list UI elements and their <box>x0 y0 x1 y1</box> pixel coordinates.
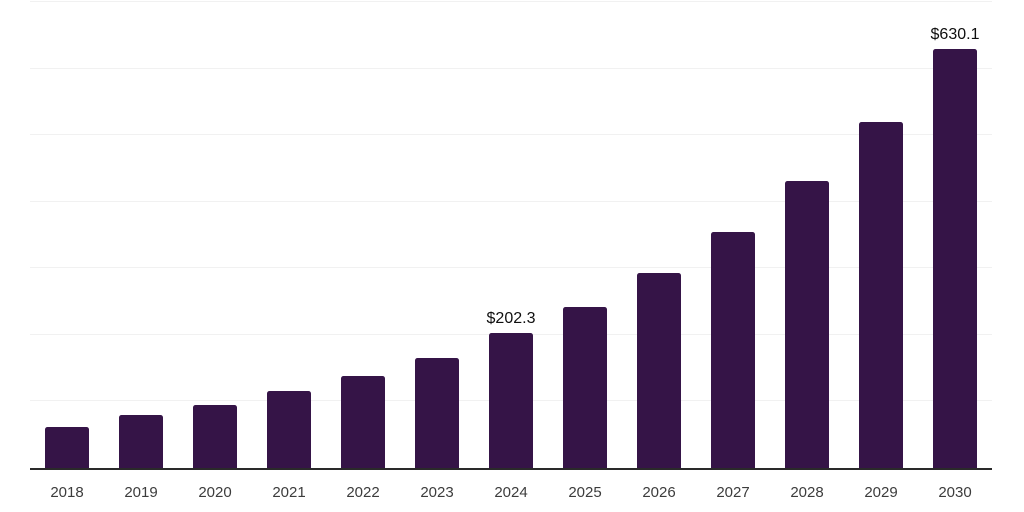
bar-2027 <box>711 231 755 468</box>
x-tick-label-2026: 2026 <box>642 484 676 501</box>
bar-2021 <box>267 391 311 468</box>
x-tick-label-2023: 2023 <box>420 484 454 501</box>
x-tick-label-2021: 2021 <box>272 484 306 501</box>
plot-area: $202.3 $630.1 <box>30 1 992 470</box>
bar-2022 <box>341 376 385 468</box>
bar-2030 <box>933 48 977 468</box>
x-tick-label-2028: 2028 <box>790 484 824 501</box>
x-tick-label-2022: 2022 <box>346 484 380 501</box>
gridline-500 <box>30 134 992 136</box>
bar-2020 <box>193 404 237 468</box>
bar-2026 <box>637 272 681 468</box>
x-tick-label-2030: 2030 <box>938 484 972 501</box>
gridline-600 <box>30 67 992 69</box>
x-tick-label-2024: 2024 <box>494 484 528 501</box>
x-tick-label-2020: 2020 <box>198 484 232 501</box>
x-tick-label-2019: 2019 <box>124 484 158 501</box>
bar-2029 <box>859 121 903 468</box>
gridline-300 <box>30 267 992 269</box>
x-tick-label-2029: 2029 <box>864 484 898 501</box>
bar-2023 <box>415 357 459 468</box>
bar-2025 <box>563 306 607 468</box>
bar-2018 <box>45 426 89 468</box>
data-label-2024: $202.3 <box>486 310 536 328</box>
bar-2019 <box>119 415 163 468</box>
bar-2024 <box>489 333 533 468</box>
x-tick-label-2025: 2025 <box>568 484 602 501</box>
gridline-700 <box>30 1 992 2</box>
x-tick-label-2027: 2027 <box>716 484 750 501</box>
x-tick-label-2018: 2018 <box>50 484 84 501</box>
bar-2028 <box>785 181 829 468</box>
gridline-400 <box>30 200 992 202</box>
data-label-2030: $630.1 <box>930 25 980 43</box>
